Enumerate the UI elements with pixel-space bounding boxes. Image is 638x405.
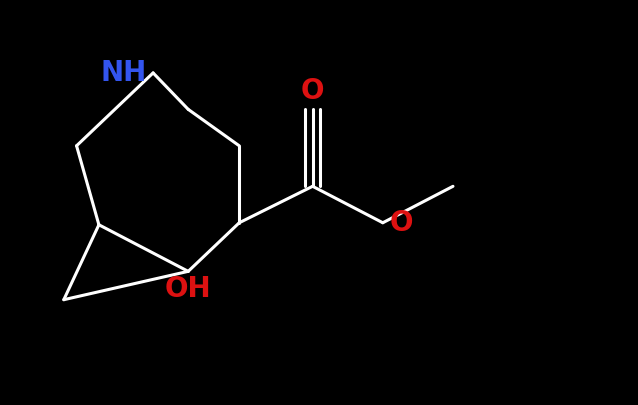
Text: OH: OH xyxy=(165,275,212,303)
Text: O: O xyxy=(389,209,413,237)
Text: O: O xyxy=(301,77,324,105)
Text: NH: NH xyxy=(101,59,147,87)
